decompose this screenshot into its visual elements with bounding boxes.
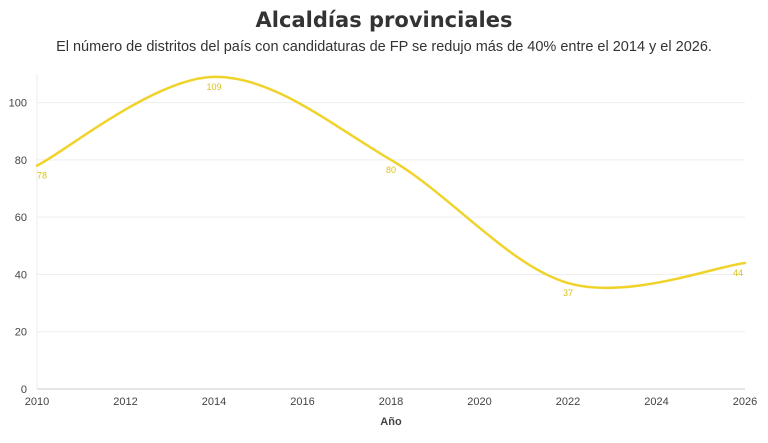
x-axis-label: Año <box>380 416 402 428</box>
data-label: 109 <box>206 82 221 92</box>
x-tick-label: 2020 <box>467 396 491 408</box>
y-tick-label: 100 <box>9 98 27 110</box>
x-tick-label: 2012 <box>113 396 137 408</box>
chart-subtitle: El número de distritos del país con cand… <box>56 39 712 55</box>
y-tick-label: 0 <box>21 384 27 396</box>
data-label: 78 <box>37 171 47 181</box>
y-tick-label: 40 <box>15 269 27 281</box>
x-tick-label: 2022 <box>556 396 580 408</box>
y-tick-label: 80 <box>15 155 27 167</box>
x-tick-label: 2024 <box>644 396 668 408</box>
x-tick-label: 2026 <box>733 396 757 408</box>
y-tick-label: 20 <box>15 327 27 339</box>
x-tick-label: 2018 <box>379 396 403 408</box>
x-tick-label: 2010 <box>25 396 49 408</box>
chart-title: Alcaldías provinciales <box>255 8 513 32</box>
series-line <box>35 75 747 290</box>
x-tick-label: 2016 <box>290 396 314 408</box>
data-label: 44 <box>733 268 743 278</box>
data-label: 80 <box>386 165 396 175</box>
x-tick-label: 2014 <box>202 396 226 408</box>
y-tick-label: 60 <box>15 212 27 224</box>
data-label: 37 <box>563 288 573 298</box>
